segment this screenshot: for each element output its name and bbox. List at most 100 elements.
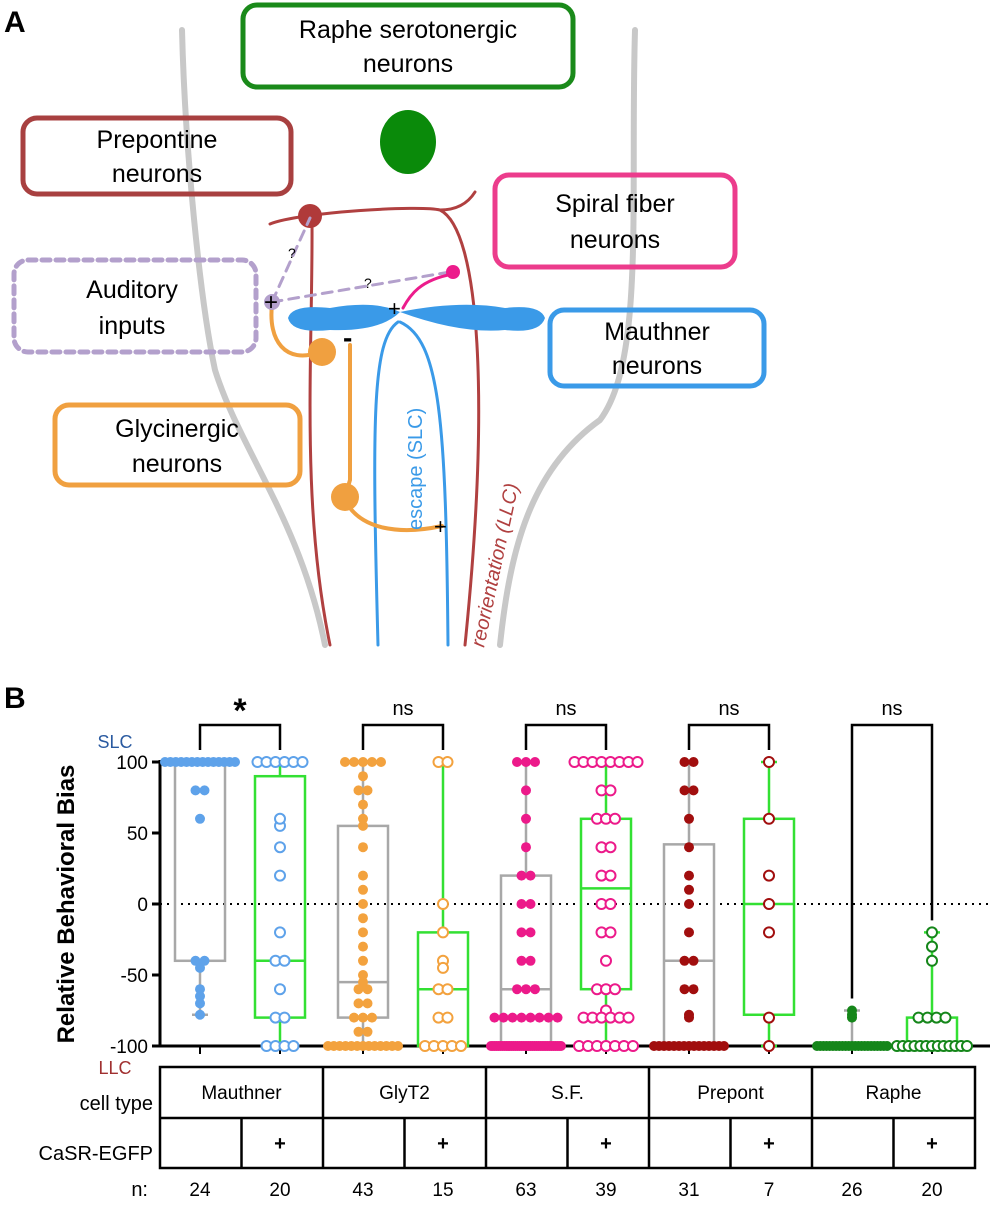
point — [521, 757, 531, 767]
point — [627, 1040, 639, 1052]
point — [516, 955, 527, 966]
point — [353, 984, 364, 995]
prepontine-box — [20, 115, 294, 197]
point — [763, 756, 775, 768]
bracket — [198, 723, 282, 750]
point — [190, 785, 201, 796]
point — [719, 1041, 729, 1051]
point — [684, 1012, 694, 1023]
point — [688, 955, 699, 966]
point — [763, 812, 775, 825]
point — [926, 954, 938, 967]
point — [763, 1040, 775, 1052]
n-value: 63 — [515, 1180, 536, 1200]
llc-label: LLC — [98, 1058, 131, 1078]
y-axis-label: Relative Behavioral Bias — [53, 765, 80, 1044]
bracket — [524, 723, 608, 750]
point — [498, 1012, 509, 1023]
escape-label: escape (SLC) — [405, 408, 427, 530]
point — [604, 841, 617, 854]
n-value: 43 — [352, 1180, 373, 1200]
label: neurons — [363, 50, 453, 78]
point — [684, 884, 694, 895]
sign: - — [343, 322, 352, 353]
y-tick-label: -100 — [110, 1037, 148, 1058]
point — [358, 842, 368, 853]
point — [534, 1012, 545, 1023]
point — [679, 984, 690, 995]
auditory-node — [264, 294, 280, 310]
row-label: cell type — [80, 1093, 153, 1115]
point — [195, 813, 205, 824]
glycinergic-cell — [308, 338, 336, 366]
point — [516, 1012, 527, 1023]
spiral-box — [492, 172, 738, 270]
point — [274, 812, 286, 825]
point — [358, 799, 368, 810]
spiral-cell — [446, 265, 460, 279]
point — [556, 1041, 566, 1051]
raphe-cell — [380, 110, 436, 174]
sign: + — [264, 289, 278, 316]
point — [604, 898, 617, 910]
label: neurons — [570, 226, 660, 254]
cell-type: Raphe — [866, 1083, 922, 1104]
point — [679, 955, 690, 966]
label: Glycinergic — [115, 415, 239, 443]
panel-letter: A — [4, 6, 26, 39]
point — [190, 955, 201, 966]
point — [358, 771, 368, 782]
point — [512, 984, 522, 995]
point — [609, 983, 621, 996]
point — [274, 983, 286, 996]
point — [882, 1041, 892, 1051]
point — [362, 785, 373, 796]
point — [455, 1040, 467, 1052]
label: inputs — [99, 312, 166, 340]
sign: + — [388, 296, 401, 321]
point — [199, 785, 210, 796]
point — [376, 757, 386, 767]
raphe-box — [240, 2, 576, 90]
point — [622, 1011, 635, 1024]
spiral-axon — [401, 272, 455, 310]
sign: ? — [288, 245, 296, 261]
point — [358, 813, 368, 824]
point — [679, 785, 690, 796]
point — [847, 1012, 857, 1023]
point — [274, 841, 286, 854]
point — [441, 983, 454, 996]
point — [362, 1026, 373, 1037]
point — [349, 1012, 359, 1023]
point — [340, 757, 350, 767]
point — [358, 913, 368, 924]
panel-letter: B — [4, 682, 26, 715]
point — [362, 984, 373, 995]
point — [631, 756, 644, 768]
point — [437, 898, 449, 910]
casr-sign: + — [274, 1133, 286, 1155]
point — [507, 1012, 518, 1023]
point — [684, 813, 694, 824]
cell-type: GlyT2 — [379, 1083, 430, 1104]
point — [609, 812, 621, 825]
point — [195, 984, 205, 995]
point — [358, 820, 368, 831]
auditory-path — [270, 216, 452, 304]
point — [525, 899, 536, 909]
cell-type: S.F. — [551, 1083, 584, 1104]
y-tick-label: 0 — [137, 895, 148, 916]
mauthner-box — [547, 307, 767, 389]
point — [367, 1012, 377, 1023]
point — [516, 927, 527, 938]
row-label: n: — [131, 1179, 148, 1200]
y-tick-label: 50 — [127, 824, 148, 845]
mauthner-cell — [288, 304, 400, 331]
point — [358, 870, 368, 881]
point — [516, 870, 527, 881]
point — [926, 926, 938, 939]
n-value: 20 — [269, 1180, 290, 1200]
n-value: 15 — [432, 1180, 453, 1200]
point — [278, 1011, 291, 1024]
point — [353, 998, 364, 1009]
